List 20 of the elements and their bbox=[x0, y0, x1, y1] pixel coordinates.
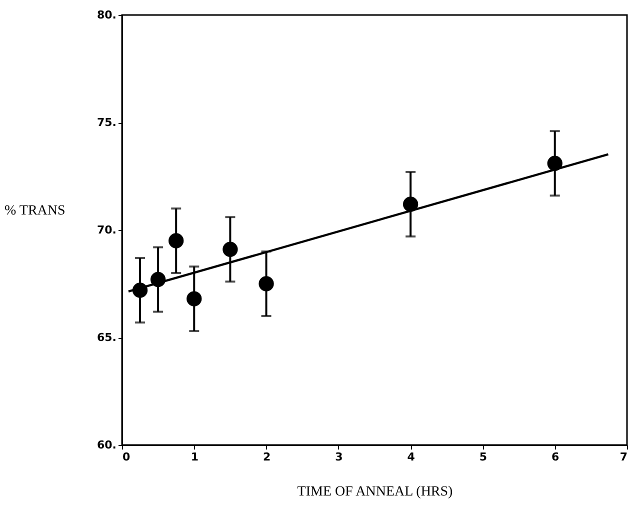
x-tick-label: 4 bbox=[407, 450, 416, 464]
x-tick-label: 5 bbox=[479, 450, 488, 464]
point bbox=[222, 242, 238, 257]
x-axis-title: TIME OF ANNEAL (HRS) bbox=[297, 484, 454, 500]
x-tick-label: 0 bbox=[122, 450, 130, 464]
x-tick-label: 6 bbox=[552, 450, 560, 464]
y-tick-label: 75. bbox=[97, 116, 116, 129]
y-tick-label: 70. bbox=[97, 224, 116, 236]
x-tick-label: 3 bbox=[335, 450, 343, 464]
y-axis-title: % TRANS bbox=[4, 204, 66, 218]
x-tick-label: 7 bbox=[620, 450, 628, 464]
x-tick-label: 2 bbox=[262, 450, 271, 464]
point bbox=[258, 276, 274, 292]
point bbox=[402, 196, 418, 212]
y-tick-label: 80. bbox=[97, 8, 116, 22]
point bbox=[186, 291, 202, 306]
y-tick-label: 65. bbox=[97, 331, 116, 344]
point bbox=[168, 233, 184, 248]
x-tick-label: 1 bbox=[190, 450, 198, 464]
y-tick-label: 60. bbox=[97, 438, 116, 452]
